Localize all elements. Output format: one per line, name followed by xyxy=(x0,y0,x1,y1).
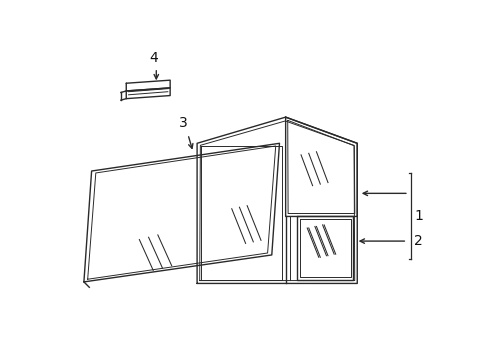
Text: 4: 4 xyxy=(148,51,157,65)
Text: 3: 3 xyxy=(179,116,187,130)
Text: 2: 2 xyxy=(413,234,422,248)
Text: 1: 1 xyxy=(413,209,422,223)
